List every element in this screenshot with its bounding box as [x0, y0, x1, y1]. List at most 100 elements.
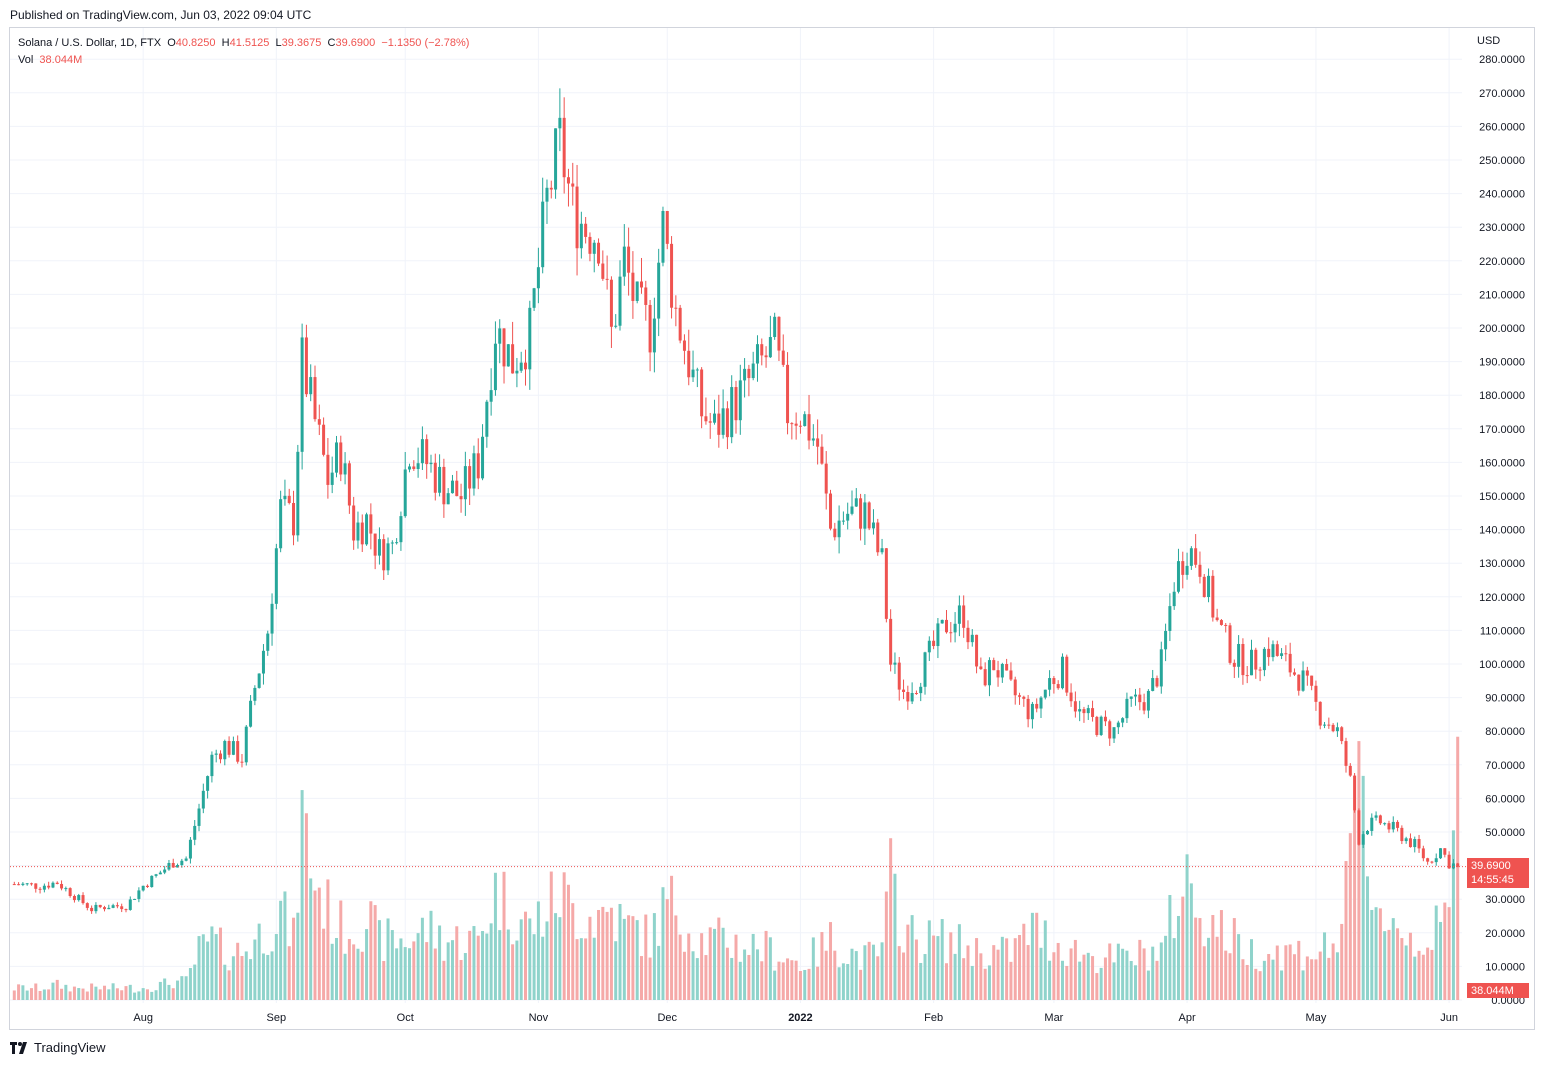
candle-body	[979, 666, 983, 670]
price-tick-label: 210.0000	[1479, 289, 1525, 301]
candle-body	[279, 499, 283, 549]
volume-bar	[1439, 921, 1443, 1000]
candle-body	[51, 882, 55, 888]
candle-body	[558, 117, 562, 129]
candle-body	[322, 424, 326, 455]
volume-bar	[524, 911, 528, 1000]
volume-bar	[1417, 950, 1421, 1000]
legend-vol: 38.044M	[39, 54, 83, 66]
candle-body	[1275, 644, 1279, 656]
candle-body	[326, 454, 330, 485]
candle-body	[837, 520, 841, 538]
volume-bar	[1129, 960, 1133, 1000]
candle-body	[1340, 727, 1344, 742]
volume-bar	[163, 978, 167, 1000]
volume-bar	[1314, 959, 1318, 1000]
volume-bar	[1091, 956, 1095, 1000]
volume-bar	[906, 924, 910, 1000]
volume-bar	[476, 935, 480, 1000]
candle-body	[549, 187, 553, 190]
candle-body	[369, 514, 373, 534]
volume-bar	[485, 933, 489, 1000]
volume-bar	[1082, 954, 1086, 1000]
volume-bar	[584, 938, 588, 1000]
volume-bar	[1456, 736, 1460, 1000]
volume-bar	[498, 930, 502, 1000]
volume-bar	[897, 946, 901, 1000]
price-tick-label: 190.0000	[1479, 357, 1525, 369]
volume-bar	[270, 951, 274, 1000]
volume-bar	[803, 969, 807, 1000]
volume-bar	[691, 951, 695, 1000]
candle-body	[949, 632, 953, 634]
candle-body	[966, 627, 970, 643]
candle-body	[1258, 669, 1262, 671]
candle-body	[743, 368, 747, 381]
volume-bar	[253, 939, 257, 1000]
price-tick-label: 100.0000	[1479, 659, 1525, 671]
volume-bar	[910, 915, 914, 1000]
volume-bar	[979, 953, 983, 1000]
tradingview-brand[interactable]: TradingView	[10, 1040, 106, 1055]
volume-bar	[29, 988, 33, 1000]
candle-body	[137, 890, 141, 899]
volume-bar	[1116, 943, 1120, 1000]
volume-bar	[489, 923, 493, 1000]
candle-body	[880, 548, 884, 553]
volume-bar	[1451, 830, 1455, 1000]
volume-bar	[1073, 939, 1077, 1000]
candle-body	[515, 370, 519, 374]
volume-bar	[412, 941, 416, 1000]
candle-body	[816, 438, 820, 447]
candle-body	[554, 128, 558, 190]
candle-body	[1108, 721, 1112, 739]
volume-bar	[541, 936, 545, 1000]
volume-bar	[352, 944, 356, 1000]
candle-body	[489, 390, 493, 402]
volume-bar	[1348, 833, 1352, 1000]
candle-body	[283, 495, 287, 500]
volume-bar	[944, 963, 948, 1000]
volume-bar	[120, 990, 124, 1000]
brand-name: TradingView	[34, 1040, 106, 1055]
candle-body	[1430, 861, 1434, 863]
volume-bar	[708, 927, 712, 1000]
candle-body	[854, 498, 858, 507]
candle-body	[390, 542, 394, 544]
volume-bar	[360, 951, 364, 1000]
candle-body	[1048, 678, 1052, 690]
candle-body	[996, 670, 1000, 678]
volume-bar	[188, 968, 192, 1000]
volume-bar	[1151, 946, 1155, 1000]
volume-bar	[55, 979, 59, 1000]
volume-bar	[287, 946, 291, 1000]
legend-open-label: O	[167, 37, 176, 49]
candle-body	[68, 888, 72, 897]
volume-bar	[953, 953, 957, 1000]
candle-body	[1005, 664, 1009, 671]
candle-body	[1134, 694, 1138, 697]
volume-bar	[687, 933, 691, 1000]
candle-body	[17, 884, 21, 886]
volume-bar	[730, 957, 734, 1000]
volume-bar	[1383, 931, 1387, 1000]
volume-bar	[1060, 960, 1064, 1000]
volume-bar	[536, 901, 540, 1000]
volume-bar	[562, 872, 566, 1000]
candle-body	[1232, 662, 1236, 667]
price-tick-label: 200.0000	[1479, 323, 1525, 335]
volume-bar	[781, 962, 785, 1000]
volume-bar	[914, 939, 918, 1000]
candle-body	[1181, 561, 1185, 575]
volume-bar	[12, 990, 16, 1000]
volume-bar	[1030, 912, 1034, 1000]
candle-body	[1327, 724, 1331, 726]
legend-symbol: Solana / U.S. Dollar, 1D, FTX	[18, 37, 162, 49]
volume-bar	[747, 954, 751, 1000]
volume-bar	[962, 958, 966, 1000]
price-tick-label: 150.0000	[1479, 491, 1525, 503]
currency-label[interactable]: USD	[1477, 35, 1501, 47]
candle-body	[55, 882, 59, 884]
candle-body	[231, 741, 235, 755]
